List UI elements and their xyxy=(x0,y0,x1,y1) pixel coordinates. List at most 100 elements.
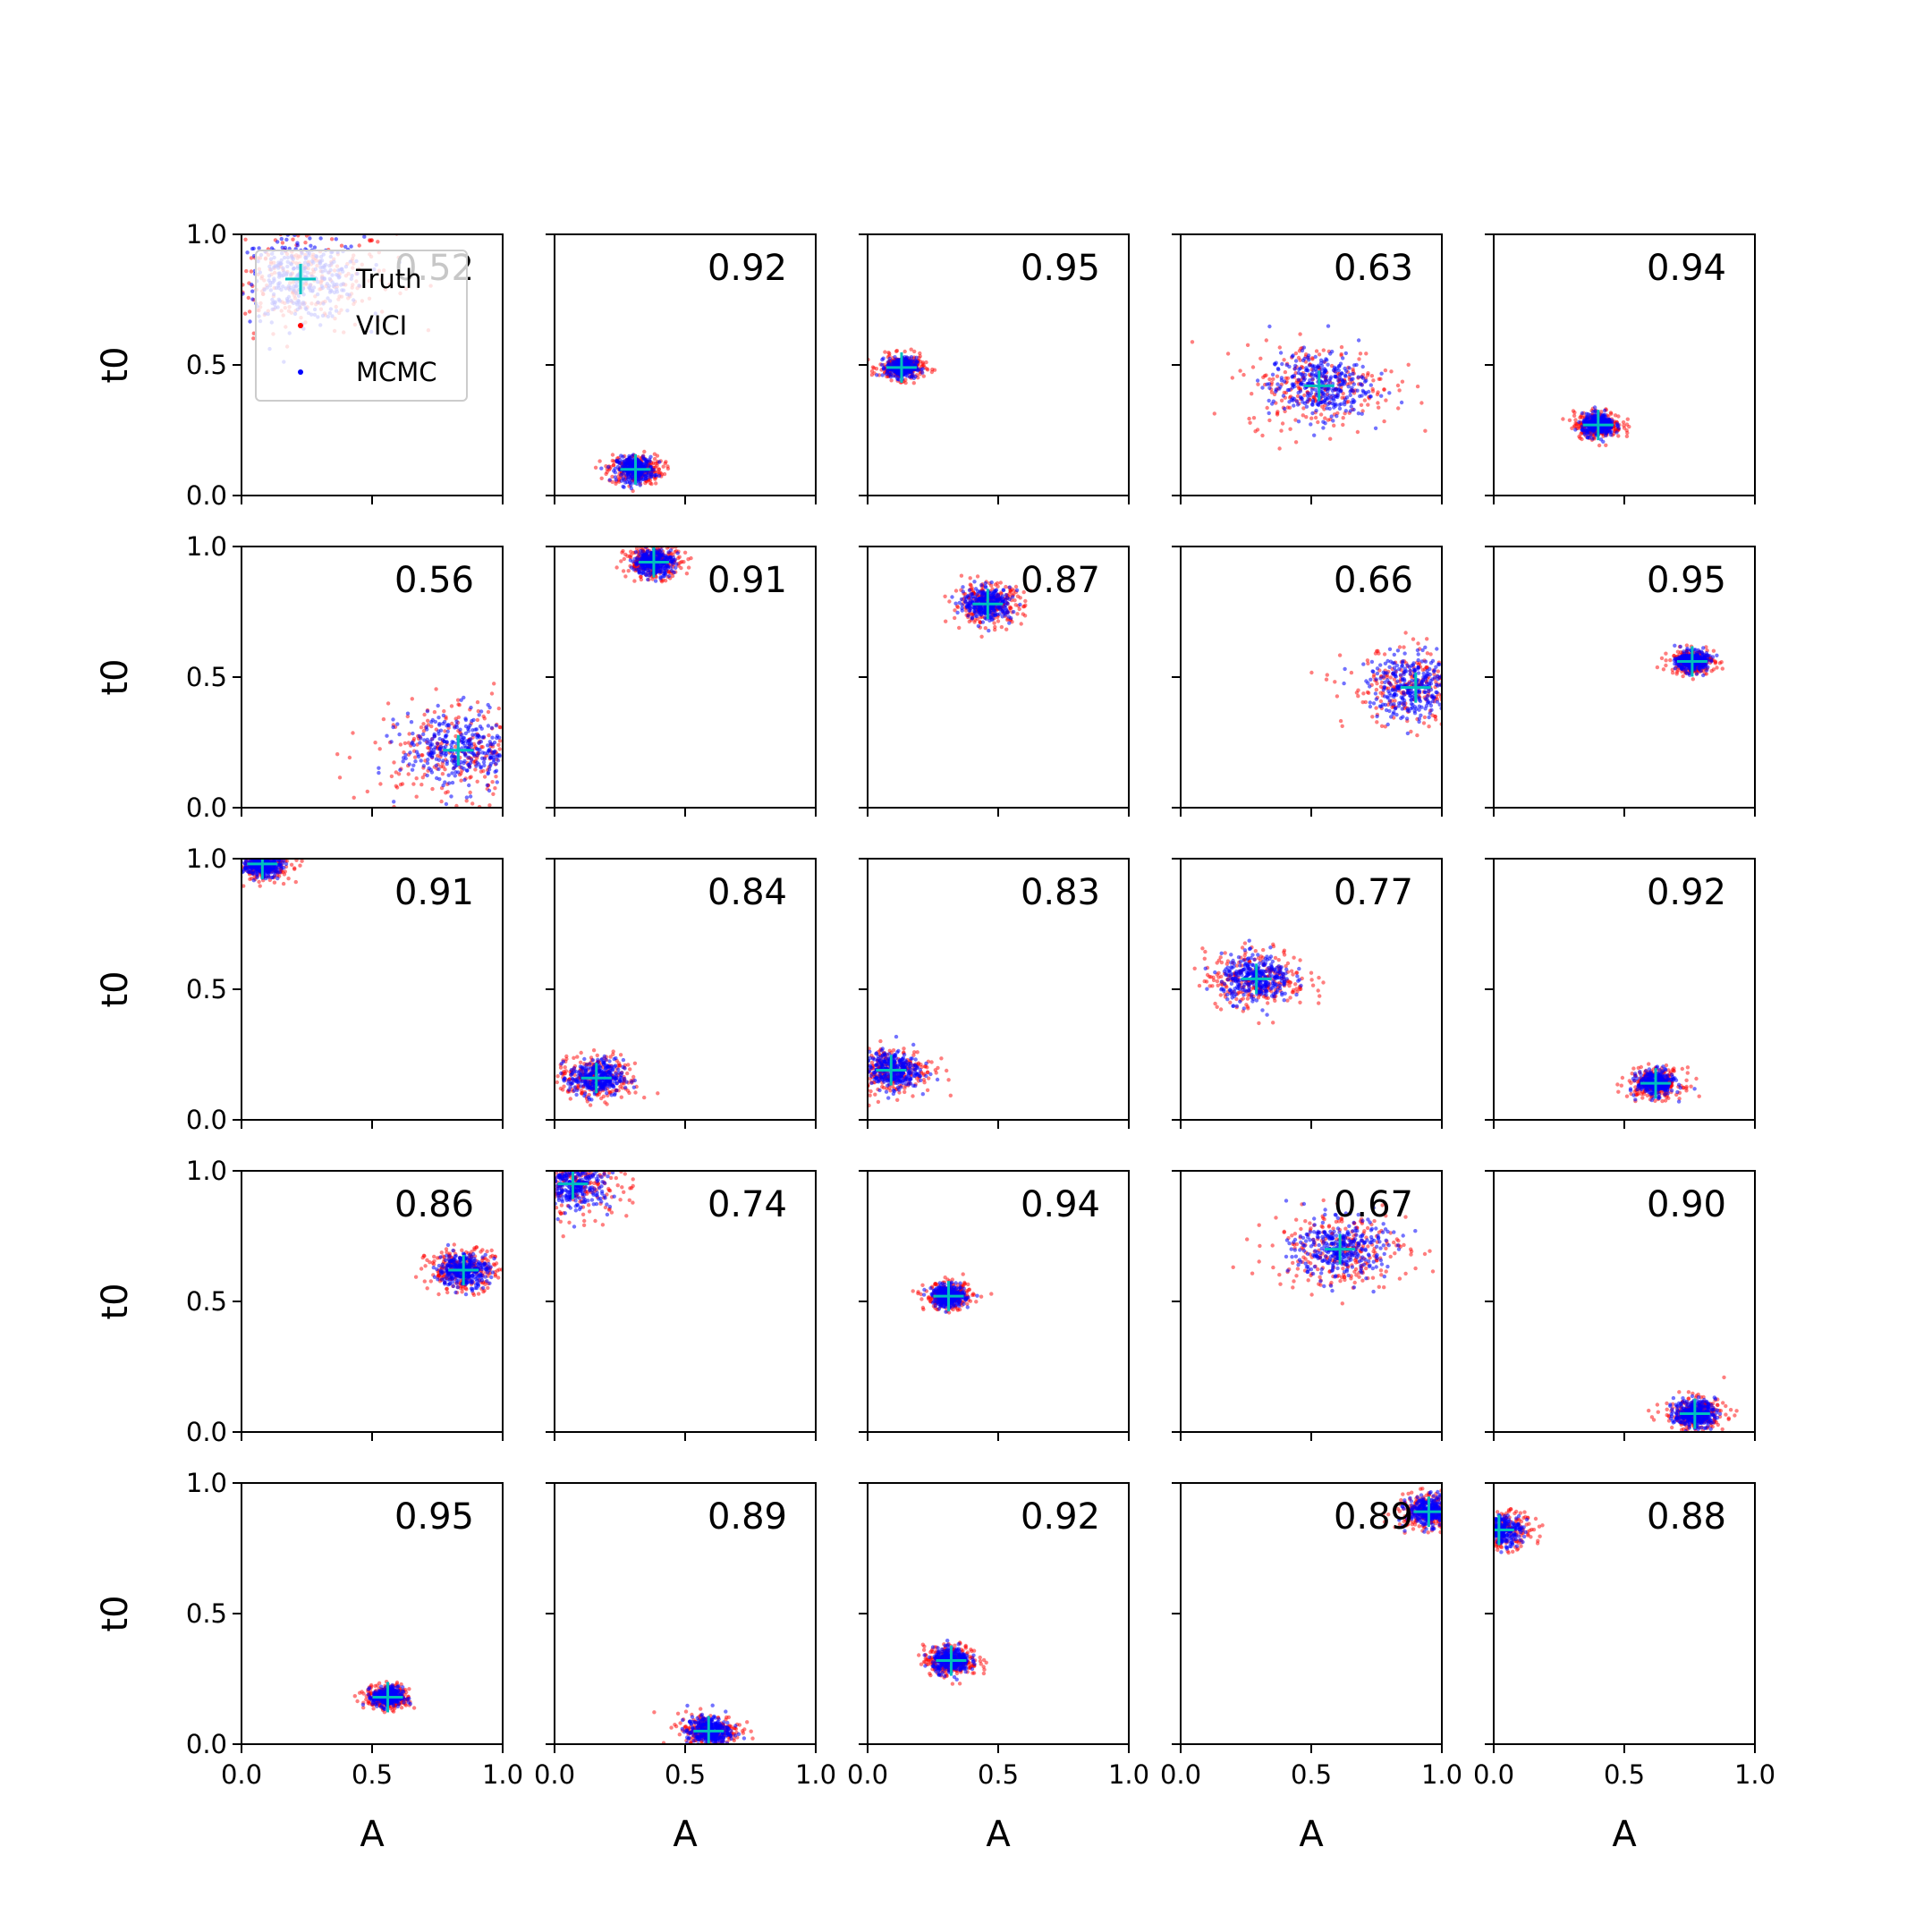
vici-point xyxy=(593,465,598,470)
mcmc-point xyxy=(881,366,886,371)
mcmc-point xyxy=(996,593,1001,597)
mcmc-point xyxy=(410,740,415,745)
mcmc-point xyxy=(428,753,432,758)
mcmc-point xyxy=(425,773,429,778)
mcmc-point xyxy=(433,745,437,750)
vici-point xyxy=(1293,351,1299,356)
vici-point xyxy=(497,739,503,743)
y-tick-label: 0.0 xyxy=(186,480,227,511)
vici-point xyxy=(957,625,962,631)
mcmc-point xyxy=(1598,437,1604,442)
mcmc-point xyxy=(955,610,960,615)
vici-point xyxy=(470,801,475,806)
mcmc-point xyxy=(479,726,484,731)
mcmc-point xyxy=(445,724,449,728)
mcmc-point xyxy=(634,561,639,565)
vici-point xyxy=(1250,365,1256,369)
vici-point xyxy=(420,775,425,780)
mcmc-point xyxy=(362,234,367,239)
vici-point xyxy=(1377,651,1381,656)
vici-point xyxy=(947,599,952,604)
mcmc-point xyxy=(960,603,964,607)
mcmc-point xyxy=(489,725,495,730)
vici-point xyxy=(1023,603,1028,607)
mcmc-point xyxy=(895,377,900,382)
mcmc-point xyxy=(1346,385,1351,389)
mcmc-point xyxy=(1334,394,1339,399)
vici-point xyxy=(998,580,1004,585)
mcmc-point xyxy=(450,780,455,785)
mcmc-point xyxy=(657,460,662,464)
mcmc-point xyxy=(487,767,492,772)
mcmc-point xyxy=(468,794,473,799)
vici-point xyxy=(918,351,922,356)
vici-point xyxy=(1029,589,1033,593)
vici-point xyxy=(1275,374,1280,378)
mcmc-point xyxy=(479,756,485,760)
vici-point xyxy=(614,565,619,570)
mcmc-point xyxy=(1328,352,1333,356)
mcmc-point xyxy=(1279,376,1284,380)
mcmc-point xyxy=(989,580,994,585)
mcmc-point xyxy=(398,767,402,772)
truth-marker xyxy=(972,589,1004,620)
mcmc-point xyxy=(1292,403,1296,408)
y-axis-label: t0 xyxy=(95,658,136,695)
vici-point xyxy=(1279,428,1284,433)
vici-point xyxy=(1422,715,1428,720)
mcmc-point xyxy=(979,610,984,614)
vici-point xyxy=(1287,405,1292,410)
vici-point xyxy=(1341,422,1345,428)
vici-point xyxy=(1355,429,1360,435)
legend-box xyxy=(255,250,468,402)
legend-label-mcmc: MCMC xyxy=(356,357,437,387)
vici-point xyxy=(1346,399,1351,404)
mcmc-point xyxy=(959,597,964,602)
mcmc-point xyxy=(434,763,438,767)
vici-point xyxy=(249,269,254,274)
vici-point xyxy=(489,691,495,696)
mcmc-point xyxy=(474,764,479,768)
panel-7: 0.91 xyxy=(546,546,817,817)
mcmc-point xyxy=(1340,378,1345,383)
vici-point xyxy=(249,256,254,260)
vici-point xyxy=(396,772,402,776)
vici-point xyxy=(639,577,644,582)
vici-point xyxy=(400,782,405,786)
vici-point xyxy=(1310,357,1315,361)
mcmc-point xyxy=(377,770,381,775)
vici-point xyxy=(473,767,478,772)
vici-point xyxy=(1004,627,1009,631)
vici-point xyxy=(642,449,647,454)
mcmc-point xyxy=(1298,389,1303,394)
vici-point xyxy=(1339,344,1344,350)
mcmc-point xyxy=(615,464,620,470)
vici-point xyxy=(457,703,462,708)
mcmc-point xyxy=(250,246,255,251)
mcmc-point xyxy=(970,599,974,604)
mcmc-point xyxy=(640,571,646,575)
mcmc-point xyxy=(622,462,626,467)
mcmc-point xyxy=(1299,382,1303,386)
mcmc-point xyxy=(644,461,648,465)
mcmc-point xyxy=(1352,382,1357,386)
vici-point xyxy=(1256,382,1260,386)
mcmc-point xyxy=(1363,392,1368,396)
mcmc-point xyxy=(665,564,671,569)
vici-point xyxy=(413,755,418,759)
mcmc-point xyxy=(640,549,645,554)
vici-point xyxy=(1318,412,1324,417)
vici-point xyxy=(357,243,361,248)
mcmc-point xyxy=(460,740,464,745)
mcmc-point xyxy=(1005,609,1010,614)
vici-point xyxy=(610,474,614,479)
mcmc-point xyxy=(966,593,970,598)
mcmc-point xyxy=(495,780,499,784)
mcmc-point xyxy=(1294,399,1300,404)
vici-point xyxy=(351,731,355,735)
vici-point xyxy=(487,803,492,808)
mcmc-point xyxy=(474,727,479,732)
mcmc-point xyxy=(453,758,457,764)
mcmc-point xyxy=(488,761,493,767)
vici-point xyxy=(1288,427,1292,431)
